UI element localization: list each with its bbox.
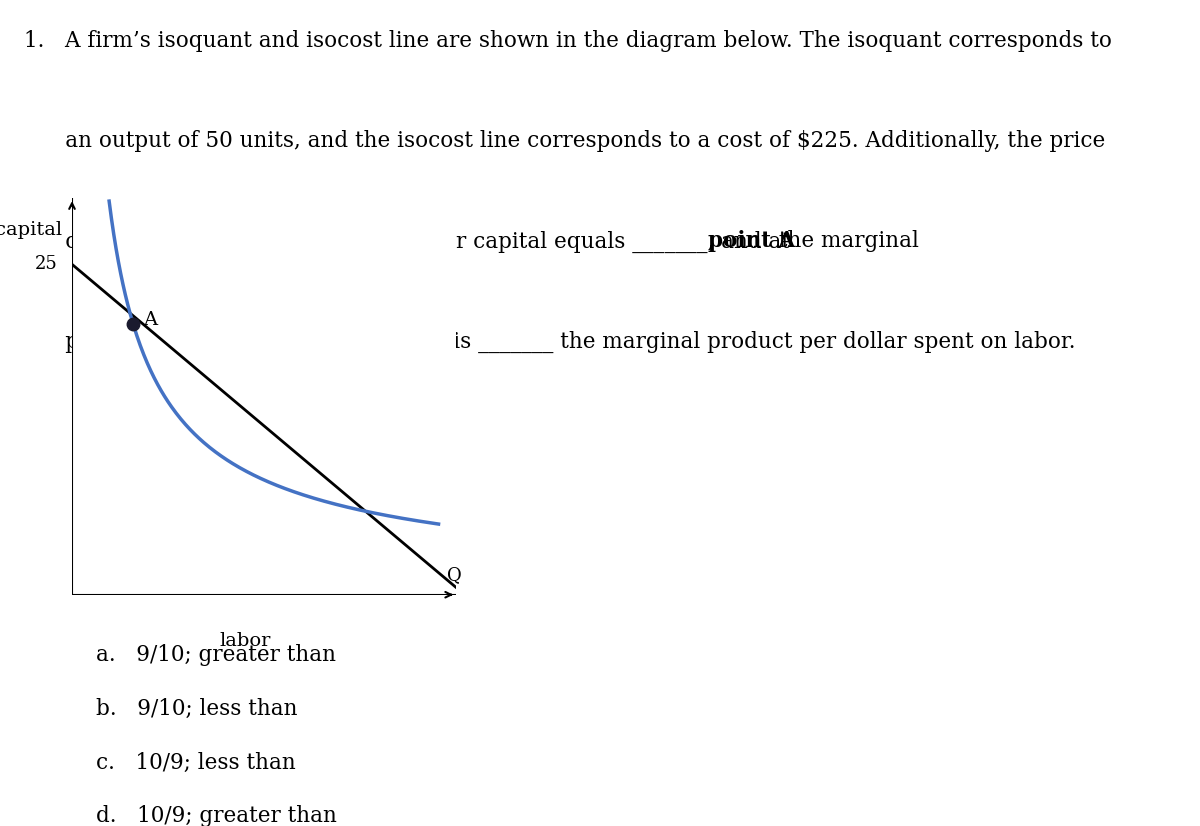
Text: capital: capital — [0, 221, 62, 239]
Text: A: A — [144, 311, 157, 329]
Text: an output of 50 units, and the isocost line corresponds to a cost of $225. Addit: an output of 50 units, and the isocost l… — [24, 130, 1105, 152]
Text: a.   9/10; greater than: a. 9/10; greater than — [96, 644, 336, 667]
Text: point A: point A — [708, 230, 796, 253]
Text: labor: labor — [220, 632, 270, 650]
Text: Q: Q — [448, 566, 462, 584]
Text: product per dollar spent on capital is _______ the marginal product per dollar s: product per dollar spent on capital is _… — [24, 330, 1075, 353]
Text: the marginal: the marginal — [772, 230, 919, 253]
Text: of labor is $10. The MRT of labor for capital equals _______, and at: of labor is $10. The MRT of labor for ca… — [24, 230, 797, 253]
Text: b.   9/10; less than: b. 9/10; less than — [96, 698, 298, 720]
Text: d.   10/9; greater than: d. 10/9; greater than — [96, 805, 337, 826]
Text: c.   10/9; less than: c. 10/9; less than — [96, 752, 295, 774]
Text: 25: 25 — [35, 255, 58, 273]
Text: 1.   A firm’s isoquant and isocost line are shown in the diagram below. The isoq: 1. A firm’s isoquant and isocost line ar… — [24, 30, 1112, 52]
